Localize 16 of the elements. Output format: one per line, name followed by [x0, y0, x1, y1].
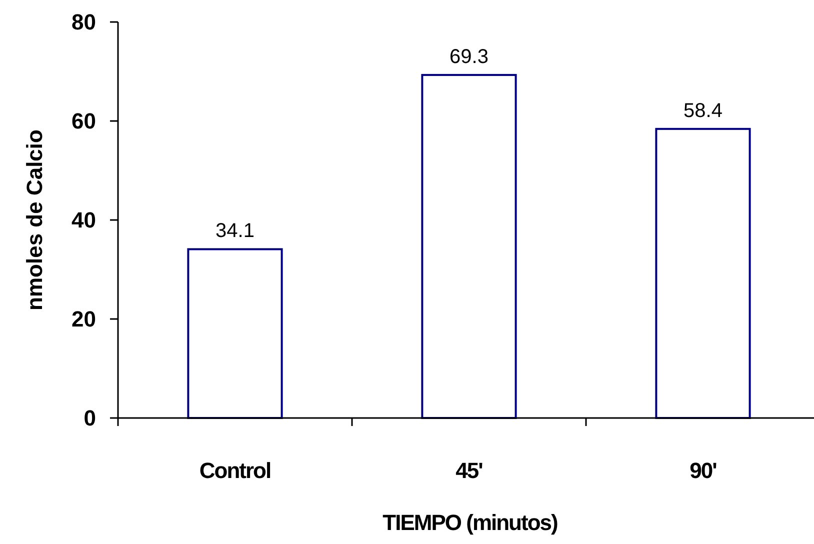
- y-tick-label: 40: [72, 208, 96, 233]
- y-axis-title: nmoles de Calcio: [22, 130, 47, 310]
- bar: [187, 248, 283, 419]
- x-axis-title: TIEMPO (minutos): [382, 510, 558, 535]
- y-tick-label: 0: [84, 406, 96, 431]
- data-label: 69.3: [450, 46, 488, 68]
- x-tick-label: Control: [199, 458, 271, 483]
- y-tick-label: 60: [72, 108, 96, 134]
- data-label: 58.4: [684, 100, 722, 122]
- x-tick-label: 90': [690, 458, 718, 483]
- x-tick-label: 45': [456, 458, 484, 483]
- bar: [421, 74, 517, 419]
- y-tick-label: 20: [72, 306, 96, 332]
- bar: [655, 128, 751, 419]
- data-label: 34.1: [216, 220, 254, 242]
- y-tick-label: 80: [72, 10, 96, 35]
